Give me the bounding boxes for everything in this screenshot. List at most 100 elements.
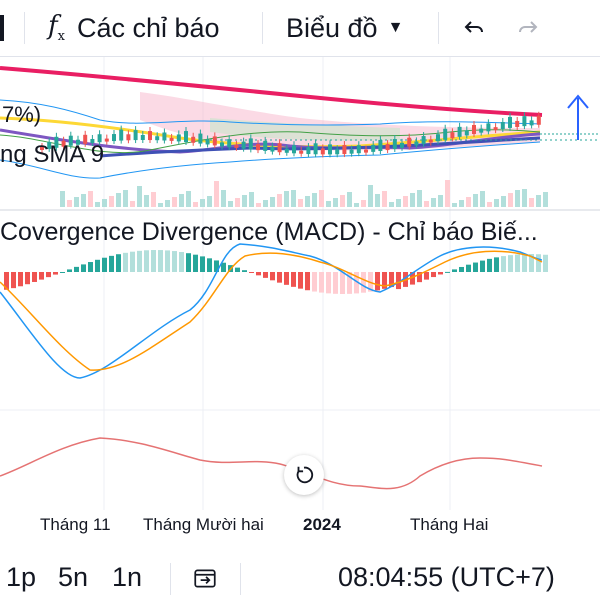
macd-bar bbox=[200, 256, 205, 272]
macd-bar bbox=[242, 270, 247, 272]
percent-fragment: 7%) bbox=[2, 102, 42, 127]
macd-bar bbox=[207, 258, 212, 272]
volume-bar bbox=[396, 199, 401, 207]
macd-bar bbox=[249, 272, 254, 273]
volume-bar bbox=[410, 193, 415, 207]
bottom-divider bbox=[170, 563, 171, 595]
volume-bar bbox=[431, 198, 436, 207]
interval-1n[interactable]: 1n bbox=[112, 562, 143, 592]
reset-chart-button[interactable] bbox=[284, 455, 324, 495]
macd-bar bbox=[186, 253, 191, 272]
volume-bar bbox=[179, 194, 184, 207]
volume-bar bbox=[312, 193, 317, 207]
macd-bar bbox=[431, 272, 436, 278]
macd-bar bbox=[193, 254, 198, 272]
macd-bar bbox=[515, 254, 520, 272]
macd-bar bbox=[18, 272, 23, 287]
toolbar-divider bbox=[24, 12, 25, 44]
macd-bar bbox=[67, 269, 72, 272]
volume-bar bbox=[284, 191, 289, 207]
x-axis-label: 2024 bbox=[303, 515, 341, 534]
macd-bar bbox=[445, 271, 450, 273]
volume-bar bbox=[95, 202, 100, 207]
macd-bar bbox=[361, 272, 366, 293]
macd-title[interactable]: Covergence Divergence (MACD) - Chỉ báo B… bbox=[0, 218, 538, 246]
indicators-label: Các chỉ báo bbox=[76, 12, 220, 43]
clock-timezone[interactable]: 08:04:55 (UTC+7) bbox=[338, 562, 555, 592]
macd-bar bbox=[466, 264, 471, 272]
macd-bar bbox=[32, 272, 37, 282]
signal-line bbox=[0, 250, 543, 371]
macd-bar bbox=[452, 269, 457, 272]
volume-bar bbox=[165, 200, 170, 207]
macd-bar bbox=[417, 272, 422, 283]
macd-bar bbox=[459, 266, 464, 272]
goto-date-button[interactable] bbox=[192, 555, 218, 600]
indicators-button[interactable]: fx Các chỉ báo bbox=[48, 0, 220, 56]
volume-bar bbox=[466, 197, 471, 207]
volume-bar bbox=[123, 190, 128, 207]
macd-bar bbox=[158, 250, 163, 272]
volume-bar bbox=[277, 194, 282, 207]
volume-bar bbox=[543, 192, 548, 207]
macd-bar bbox=[214, 260, 219, 272]
macd-bar bbox=[389, 272, 394, 288]
bollinger-lower bbox=[0, 141, 541, 179]
interval-1p[interactable]: 1p bbox=[6, 562, 37, 592]
macd-bar bbox=[410, 272, 415, 285]
volume-bar bbox=[221, 190, 226, 207]
volume-bar bbox=[445, 180, 450, 207]
macd-bar bbox=[522, 254, 527, 272]
volume-bar bbox=[207, 196, 212, 207]
volume-bar bbox=[81, 194, 86, 207]
volume-bar bbox=[508, 193, 513, 207]
macd-bar bbox=[291, 272, 296, 287]
macd-bar bbox=[347, 272, 352, 294]
volume-bar bbox=[298, 199, 303, 207]
sma-yellow bbox=[0, 116, 541, 149]
redo-button[interactable] bbox=[516, 0, 540, 56]
volume-bar bbox=[529, 198, 534, 207]
macd-bar bbox=[130, 251, 135, 272]
macd-bar bbox=[53, 272, 58, 275]
volume-bar bbox=[200, 199, 205, 207]
x-axis-label: Tháng Mười hai bbox=[143, 515, 264, 534]
undo-button[interactable] bbox=[462, 0, 486, 56]
arrow-up-icon bbox=[567, 94, 589, 140]
chart-type-button[interactable]: Biểu đồ ▼ bbox=[286, 0, 403, 56]
rsi-line bbox=[0, 437, 543, 490]
macd-bar bbox=[151, 250, 156, 272]
volume-bar bbox=[326, 201, 331, 207]
macd-bar bbox=[326, 272, 331, 294]
volume-bar bbox=[522, 189, 527, 207]
undo-icon bbox=[464, 21, 483, 33]
volume-bar bbox=[417, 190, 422, 207]
reset-icon bbox=[296, 466, 314, 484]
macd-bar bbox=[88, 262, 93, 272]
volume-bar bbox=[382, 191, 387, 207]
macd-bar bbox=[284, 272, 289, 285]
volume-bar bbox=[256, 203, 261, 207]
macd-bar bbox=[480, 260, 485, 272]
macd-line bbox=[0, 243, 543, 379]
macd-bar bbox=[508, 255, 513, 272]
volume-bar bbox=[88, 191, 93, 207]
volume-bar bbox=[109, 196, 114, 207]
volume-bar bbox=[74, 197, 79, 207]
redo-icon bbox=[519, 21, 538, 33]
volume-bar bbox=[270, 197, 275, 207]
macd-bar bbox=[235, 267, 240, 272]
macd-bar bbox=[473, 262, 478, 272]
volume-bar bbox=[242, 195, 247, 207]
macd-bar bbox=[396, 272, 401, 290]
macd-bar bbox=[95, 259, 100, 272]
interval-5n[interactable]: 5n bbox=[58, 562, 89, 592]
chart-canvas[interactable] bbox=[0, 57, 600, 554]
volume-bar bbox=[193, 202, 198, 207]
macd-bar bbox=[60, 272, 65, 273]
x-axis-label: Tháng 11 bbox=[40, 515, 111, 534]
main-legend-label[interactable]: ng SMA 9 bbox=[0, 141, 105, 168]
toolbar-edge bbox=[0, 0, 4, 56]
volume-bar bbox=[452, 203, 457, 207]
macd-bar bbox=[116, 254, 121, 272]
